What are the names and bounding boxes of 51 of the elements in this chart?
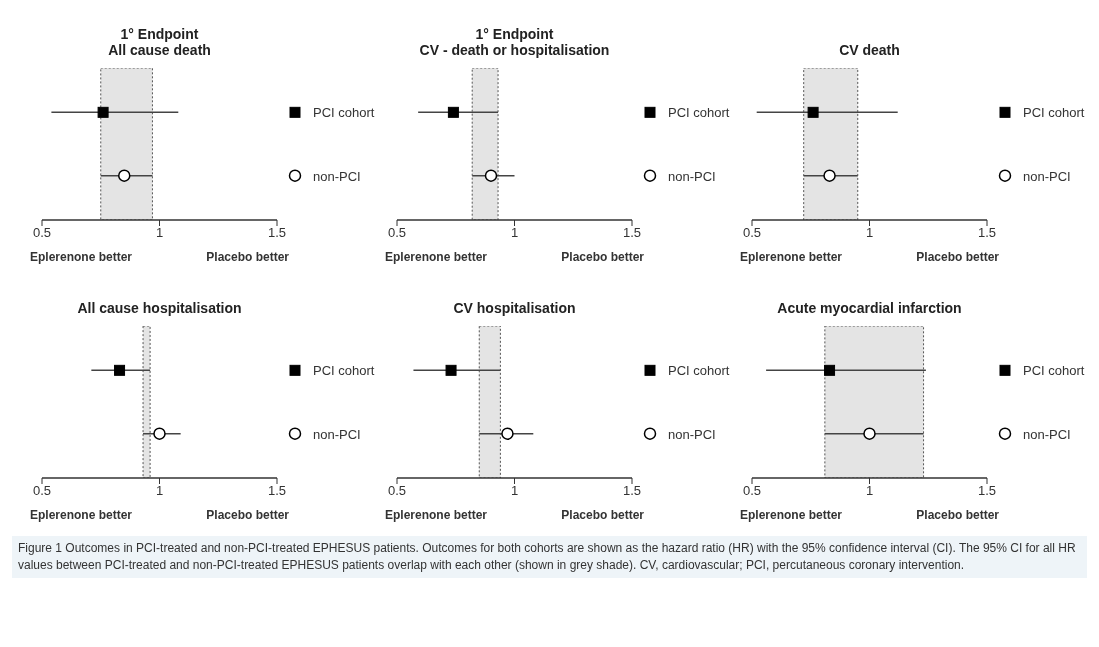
chart-subtitle: CV - death or hospitalisation (419, 42, 610, 58)
x-tick-label: 1.5 (622, 483, 642, 499)
text: Placebo better (916, 508, 999, 522)
x-tick-label: 1.5 (977, 225, 997, 241)
x-tick-label: 1 (510, 483, 519, 499)
y-tick-label: PCI cohort (668, 363, 730, 379)
text: Placebo better (206, 250, 289, 264)
x-tick-label: 0.5 (32, 483, 52, 499)
chart-title: 1° Endpoint (120, 26, 199, 42)
text: Eplerenone better (740, 508, 843, 522)
x-tick-label: 1.5 (977, 483, 997, 499)
text: Placebo better (561, 508, 644, 522)
chart-title: Acute myocardial infarction (777, 300, 962, 316)
text: Eplerenone better (385, 508, 488, 522)
y-tick-label: non-PCI (313, 426, 361, 442)
x-tick-label: 0.5 (742, 225, 762, 241)
y-tick-label: PCI cohort (313, 363, 375, 379)
y-tick-label: PCI cohort (1023, 363, 1085, 379)
y-tick-label: non-PCI (1023, 168, 1071, 184)
text: Eplerenone better (385, 250, 488, 264)
text: Placebo better (561, 250, 644, 264)
x-tick-label: 1.5 (267, 483, 287, 499)
x-tick-label: 0.5 (387, 483, 407, 499)
x-tick-label: 1 (155, 225, 164, 241)
text: Eplerenone better (740, 250, 843, 264)
y-tick-label: PCI cohort (1023, 105, 1085, 121)
x-tick-label: 1 (865, 483, 874, 499)
text: Placebo better (916, 250, 999, 264)
x-tick-label: 1 (510, 225, 519, 241)
x-tick-label: 0.5 (32, 225, 52, 241)
y-tick-label: PCI cohort (313, 105, 375, 121)
y-tick-label: non-PCI (313, 168, 361, 184)
chart-title: CV death (839, 42, 900, 58)
x-tick-label: 0.5 (742, 483, 762, 499)
x-tick-label: 1 (155, 483, 164, 499)
y-tick-label: non-PCI (668, 168, 716, 184)
text: Eplerenone better (30, 250, 133, 264)
chart-title: 1° Endpoint (475, 26, 554, 42)
y-tick-label: non-PCI (1023, 426, 1071, 442)
text: Eplerenone better (30, 508, 133, 522)
chart-subtitle: All cause death (108, 42, 211, 58)
caption: Figure 1 Outcomes in PCI-treated and non-PCI-treated EPHESUS patients. Outcomes for both cohorts are shown as the hazard ratio (HR) with the 95% confidence interval (CI). The 95% CI for all HR values between PCI-treated and non-PCI-treated EPHESUS patients overlap with each other (shown in grey shade). CV, cardiovascular; PCI, percutaneous coronary intervention. (12, 536, 1087, 578)
x-tick-label: 1 (865, 225, 874, 241)
x-tick-label: 1.5 (267, 225, 287, 241)
y-tick-label: non-PCI (668, 426, 716, 442)
chart-title: CV hospitalisation (453, 300, 576, 316)
chart-title: All cause hospitalisation (77, 300, 242, 316)
text: Placebo better (206, 508, 289, 522)
y-tick-label: PCI cohort (668, 105, 730, 121)
x-tick-label: 1.5 (622, 225, 642, 241)
x-tick-label: 0.5 (387, 225, 407, 241)
